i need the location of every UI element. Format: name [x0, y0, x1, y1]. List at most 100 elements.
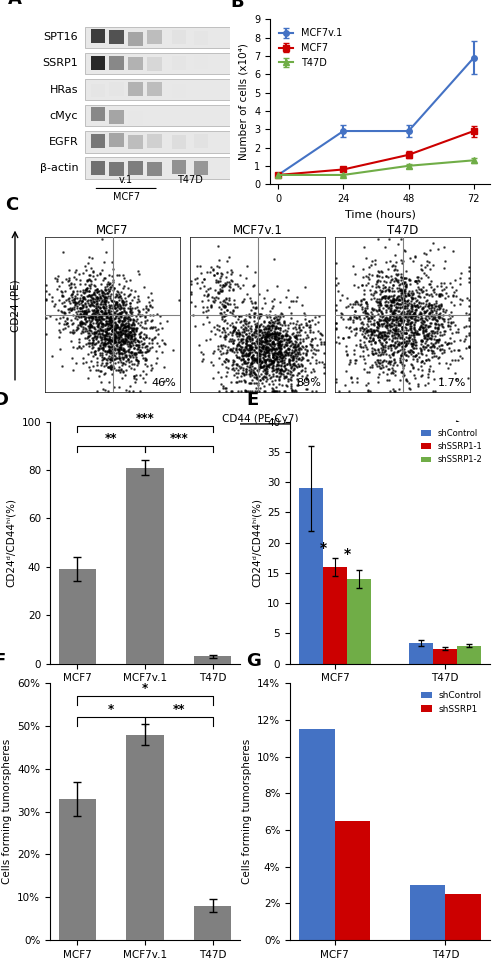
Point: [57, 283, 65, 298]
Point: [402, 263, 410, 278]
Point: [92, 302, 100, 318]
Text: *: *: [344, 547, 351, 561]
Point: [128, 305, 136, 321]
Point: [80, 289, 88, 304]
Point: [128, 322, 136, 337]
Point: [62, 271, 70, 287]
Point: [270, 383, 278, 398]
Point: [285, 355, 293, 370]
Point: [362, 308, 370, 324]
Point: [116, 325, 124, 340]
Point: [254, 363, 262, 379]
Point: [269, 382, 277, 397]
Point: [440, 344, 448, 359]
Point: [72, 323, 80, 338]
Point: [122, 349, 130, 364]
Point: [246, 329, 254, 345]
Point: [273, 335, 281, 351]
Point: [308, 312, 316, 328]
Point: [378, 292, 386, 307]
Point: [252, 369, 260, 385]
Point: [110, 328, 118, 343]
Point: [408, 342, 416, 358]
Point: [82, 280, 90, 296]
Point: [222, 328, 230, 343]
Point: [108, 359, 116, 374]
Point: [364, 312, 372, 328]
Point: [143, 358, 151, 373]
Point: [300, 345, 308, 360]
Point: [88, 261, 96, 276]
Point: [248, 345, 256, 360]
Point: [97, 332, 105, 348]
Point: [372, 355, 380, 370]
Point: [238, 294, 246, 309]
Point: [82, 282, 90, 297]
Point: [364, 348, 372, 363]
Point: [369, 332, 377, 348]
Point: [284, 378, 292, 393]
Point: [238, 357, 246, 372]
Point: [189, 307, 197, 323]
Point: [434, 298, 442, 314]
Point: [288, 383, 296, 398]
Point: [64, 318, 72, 333]
Point: [102, 352, 110, 367]
Point: [392, 312, 400, 328]
Point: [402, 352, 410, 367]
Point: [342, 363, 350, 379]
Point: [427, 315, 435, 330]
Point: [288, 383, 296, 398]
Point: [304, 352, 312, 367]
Point: [244, 351, 252, 366]
Point: [120, 309, 128, 325]
Point: [272, 309, 280, 325]
Point: [392, 326, 400, 341]
Point: [90, 320, 98, 335]
Point: [86, 293, 94, 308]
Point: [104, 278, 112, 294]
Point: [292, 354, 300, 369]
Point: [95, 311, 103, 327]
Point: [417, 345, 425, 360]
Point: [111, 315, 119, 330]
Point: [140, 357, 148, 372]
Point: [406, 328, 413, 343]
Point: [101, 318, 109, 333]
Point: [104, 274, 112, 290]
Point: [264, 326, 272, 341]
Point: [410, 297, 418, 313]
Point: [282, 331, 290, 347]
Point: [239, 293, 247, 308]
Point: [384, 269, 392, 285]
Point: [422, 293, 430, 308]
Point: [388, 283, 396, 298]
Point: [83, 329, 91, 345]
Point: [399, 331, 407, 347]
Point: [350, 342, 358, 358]
Point: [264, 339, 272, 355]
Point: [410, 311, 418, 327]
Point: [98, 329, 106, 345]
Point: [100, 289, 108, 304]
Point: [418, 311, 426, 327]
Point: [292, 367, 300, 383]
Point: [229, 323, 237, 338]
Point: [146, 298, 154, 314]
Point: [440, 253, 448, 268]
Point: [130, 320, 138, 335]
Point: [256, 332, 264, 348]
Point: [122, 293, 130, 308]
Point: [58, 359, 66, 374]
Point: [288, 367, 296, 383]
Point: [230, 354, 238, 369]
Point: [304, 313, 312, 328]
Point: [104, 289, 112, 304]
Point: [110, 311, 118, 327]
Point: [83, 324, 91, 339]
Point: [290, 338, 298, 354]
Point: [401, 338, 409, 354]
Point: [430, 311, 438, 327]
Point: [233, 344, 241, 359]
Point: [136, 307, 143, 323]
